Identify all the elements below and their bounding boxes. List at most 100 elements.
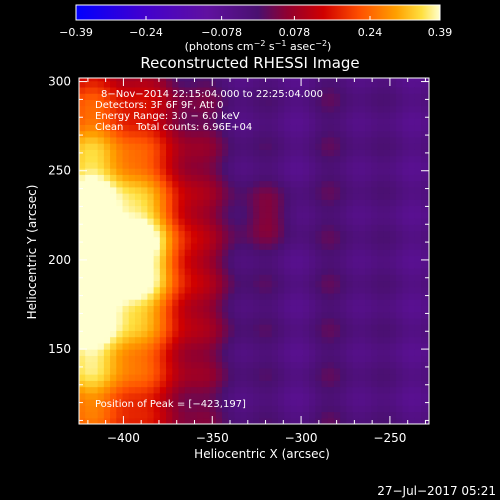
heatmap-cell: [79, 299, 86, 306]
heatmap-cell: [346, 267, 354, 275]
heatmap-cell: [178, 299, 186, 306]
heatmap-cell: [203, 311, 211, 319]
heatmap-cell: [277, 111, 285, 119]
heatmap-cell: [383, 374, 391, 381]
heatmap-cell: [421, 230, 428, 238]
heatmap-cell: [277, 411, 285, 419]
heatmap-cell: [197, 143, 204, 150]
heatmap-cell: [290, 317, 298, 325]
heatmap-cell: [259, 299, 267, 306]
heatmap-cell: [333, 161, 341, 169]
heatmap-cell: [396, 136, 403, 144]
heatmap-cell: [128, 80, 136, 88]
heatmap-cell: [421, 305, 428, 313]
heatmap-cell: [290, 386, 298, 394]
heatmap-cell: [215, 299, 223, 306]
heatmap-cell: [421, 211, 428, 219]
heatmap-cell: [340, 336, 347, 344]
heatmap-cell: [315, 261, 323, 269]
heatmap-cell: [240, 99, 248, 107]
heatmap-cell: [184, 249, 192, 257]
heatmap-cell: [253, 417, 260, 424]
heatmap-cell: [209, 261, 217, 269]
heatmap-cell: [309, 174, 316, 182]
heatmap-cell: [371, 417, 379, 424]
heatmap-cell: [321, 349, 329, 356]
heatmap-cell: [190, 317, 198, 325]
heatmap-cell: [153, 349, 161, 356]
heatmap-cell: [234, 399, 242, 406]
heatmap-cell: [389, 86, 397, 94]
heatmap-cell: [253, 168, 260, 175]
heatmap-cell: [234, 155, 242, 163]
heatmap-cell: [402, 80, 410, 88]
heatmap-cell: [103, 193, 111, 200]
heatmap-cell: [184, 280, 192, 288]
heatmap-cell: [184, 411, 192, 419]
heatmap-cell: [277, 199, 285, 207]
heatmap-cell: [246, 111, 254, 119]
heatmap-cell: [302, 324, 310, 331]
heatmap-cell: [259, 161, 267, 169]
heatmap-cell: [85, 242, 93, 250]
heatmap-cell: [421, 361, 428, 369]
heatmap-cell: [315, 386, 323, 394]
heatmap-cell: [190, 349, 198, 356]
heatmap-cell: [141, 367, 148, 375]
heatmap-cell: [240, 336, 248, 344]
heatmap-cell: [178, 161, 186, 169]
heatmap-cell: [358, 405, 366, 413]
heatmap-cell: [309, 199, 316, 207]
heatmap-cell: [421, 342, 428, 350]
heatmap-cell: [116, 230, 124, 238]
heatmap-cell: [358, 330, 366, 338]
heatmap-cell: [209, 267, 217, 275]
heatmap-cell: [290, 224, 298, 232]
heatmap-cell: [234, 286, 242, 294]
heatmap-cell: [402, 342, 410, 350]
heatmap-cell: [421, 130, 428, 138]
heatmap-cell: [172, 149, 180, 157]
heatmap-cell: [222, 305, 229, 313]
heatmap-cell: [284, 317, 292, 325]
heatmap-cell: [178, 105, 186, 113]
heatmap-cell: [246, 411, 254, 419]
heatmap-cell: [302, 78, 310, 82]
heatmap-cell: [271, 168, 279, 175]
heatmap-cell: [296, 336, 304, 344]
heatmap-cell: [203, 349, 211, 356]
heatmap-cell: [315, 411, 323, 419]
heatmap-cell: [178, 386, 186, 394]
heatmap-cell: [421, 168, 428, 175]
heatmap-cell: [116, 355, 124, 363]
heatmap-cell: [321, 236, 329, 244]
heatmap-cell: [396, 330, 403, 338]
colorbar-tick-label: 0.24: [358, 26, 383, 39]
heatmap-cell: [265, 230, 273, 238]
heatmap-cell: [327, 417, 335, 424]
heatmap-cell: [253, 355, 260, 363]
heatmap-cell: [116, 292, 124, 300]
heatmap-cell: [408, 367, 416, 375]
y-tick-label: 200: [48, 253, 71, 267]
heatmap-cell: [166, 211, 173, 219]
heatmap-cell: [414, 380, 422, 388]
heatmap-cell: [79, 186, 86, 194]
heatmap-cell: [103, 374, 111, 381]
heatmap-cell: [246, 417, 254, 424]
heatmap-cell: [197, 224, 204, 232]
heatmap-cell: [421, 292, 428, 300]
heatmap-cell: [172, 405, 180, 413]
heatmap-cell: [166, 143, 173, 150]
heatmap-cell: [234, 193, 242, 200]
heatmap-cell: [365, 130, 372, 138]
heatmap-cell: [309, 355, 316, 363]
heatmap-cell: [296, 124, 304, 132]
heatmap-cell: [427, 224, 429, 232]
heatmap-cell: [377, 80, 385, 88]
heatmap-cell: [246, 93, 254, 100]
heatmap-cell: [389, 349, 397, 356]
heatmap-cell: [377, 249, 385, 257]
heatmap-cell: [358, 367, 366, 375]
heatmap-cell: [352, 86, 360, 94]
